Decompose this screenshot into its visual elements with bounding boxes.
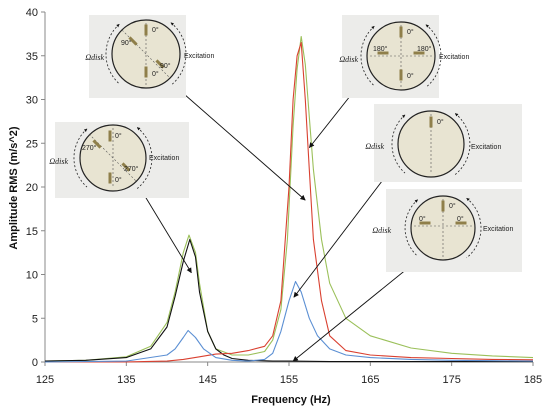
excitation-arrow (170, 22, 187, 86)
blade-angle-label: 0° (407, 72, 414, 80)
rotation-arrow (391, 114, 406, 174)
disk-axis (88, 133, 138, 183)
excitation-label: Excitation (439, 54, 469, 61)
blade-icon (399, 26, 403, 38)
blade-angle-label: 270° (124, 165, 139, 173)
excitation-label: Excitation (471, 144, 501, 151)
blade-icon (399, 69, 403, 81)
y-tick-label: 25 (26, 138, 38, 150)
rotation-arrow (73, 128, 88, 188)
x-tick-label: 145 (198, 374, 216, 386)
blade-angle-label: 0° (152, 26, 159, 34)
disk-axis (121, 29, 171, 79)
excitation-arrow (454, 113, 471, 175)
omega-disk-label: Ωdisk (372, 226, 391, 235)
blade-angle-label: 0° (115, 132, 122, 140)
x-tick-label: 165 (361, 374, 379, 386)
blade-icon (455, 221, 467, 225)
x-tick-label: 185 (524, 374, 542, 386)
y-tick-label: 10 (26, 270, 38, 282)
y-tick-label: 40 (26, 7, 38, 19)
omega-disk-label: Ωdisk (49, 157, 68, 166)
annotation-arrow-1 (167, 79, 306, 201)
omega-disk-label: Ωdisk (365, 142, 384, 151)
blade-angle-label: 0° (437, 118, 444, 126)
rotation-arrow (404, 199, 418, 257)
x-tick-label: 135 (117, 374, 135, 386)
x-axis-title: Frequency (Hz) (251, 394, 331, 406)
blade-icon (108, 172, 112, 184)
x-tick-label: 175 (442, 374, 460, 386)
blade-icon (121, 162, 131, 172)
y-tick-label: 5 (32, 313, 38, 325)
inset-3: 0°270°270°0°Ωdisk Excitation (49, 122, 189, 198)
inset-1: 0°90°0°90°Ωdisk Excitation (85, 15, 214, 98)
blade-icon (92, 139, 102, 149)
y-tick-label: 30 (26, 95, 38, 107)
blade-angle-label: 0° (449, 202, 456, 210)
rotation-arrow (360, 25, 375, 87)
excitation-arrow (136, 127, 153, 189)
series-group (44, 35, 534, 363)
inset-4: 0° Ωdisk Excitation (365, 104, 522, 182)
excitation-arrow (466, 197, 482, 259)
y-ticks: 0 5 10 15 20 25 30 35 40 (26, 7, 45, 369)
inset-5: 0°0° 0°Ωdisk Excitation (372, 189, 522, 272)
x-tick-label: 155 (280, 374, 298, 386)
omega-disk-label: Ωdisk (339, 55, 358, 64)
inset-2: 0° 180° 180° 0° Ωdisk Excitation (339, 15, 469, 98)
blade-angle-label: 0° (419, 215, 426, 223)
blade-angle-label: 90° (121, 39, 132, 47)
y-tick-label: 20 (26, 182, 38, 194)
y-tick-label: 15 (26, 226, 38, 238)
blade-icon (108, 130, 112, 142)
rotation-arrow (105, 23, 120, 85)
blade-icon (144, 24, 148, 36)
omega-disk-label: Ωdisk (85, 53, 104, 62)
annotation-arrow-5 (292, 259, 419, 362)
excitation-arrow (425, 24, 442, 88)
blade-icon (429, 116, 433, 128)
blade-angle-label: 180° (417, 45, 432, 53)
blade-icon (144, 66, 148, 78)
excitation-label: Excitation (483, 226, 513, 233)
blade-angle-label: 0° (407, 28, 414, 36)
annotation-arrow-3 (139, 187, 192, 274)
y-axis-title: Amplitude RMS (m/s^2) (8, 126, 20, 249)
excitation-label: Excitation (149, 155, 179, 162)
blade-icon (441, 200, 445, 212)
x-ticks: 125 135 145 155 165 175 185 (36, 362, 542, 386)
excitation-label: Excitation (184, 53, 214, 60)
blade-angle-label: 180° (373, 45, 388, 53)
blade-angle-label: 90° (160, 62, 171, 70)
annotation-arrow-4 (293, 159, 399, 298)
series-line-2 (44, 238, 533, 363)
blade-icon (128, 36, 138, 46)
series-line-4 (44, 280, 534, 363)
series-line-1 (44, 35, 534, 362)
disk-icon (366, 21, 436, 91)
blade-angle-label: 0° (457, 215, 464, 223)
blade-icon (155, 59, 165, 69)
blade-icon (377, 51, 389, 55)
blade-angle-label: 0° (152, 70, 159, 78)
y-tick-label: 0 (32, 357, 38, 369)
blade-icon (413, 51, 425, 55)
x-tick-label: 125 (36, 374, 54, 386)
y-tick-label: 35 (26, 51, 38, 63)
blade-angle-label: 0° (115, 176, 122, 184)
blade-icon (419, 221, 431, 225)
series-line-3 (45, 42, 534, 363)
blade-angle-label: 270° (82, 144, 97, 152)
